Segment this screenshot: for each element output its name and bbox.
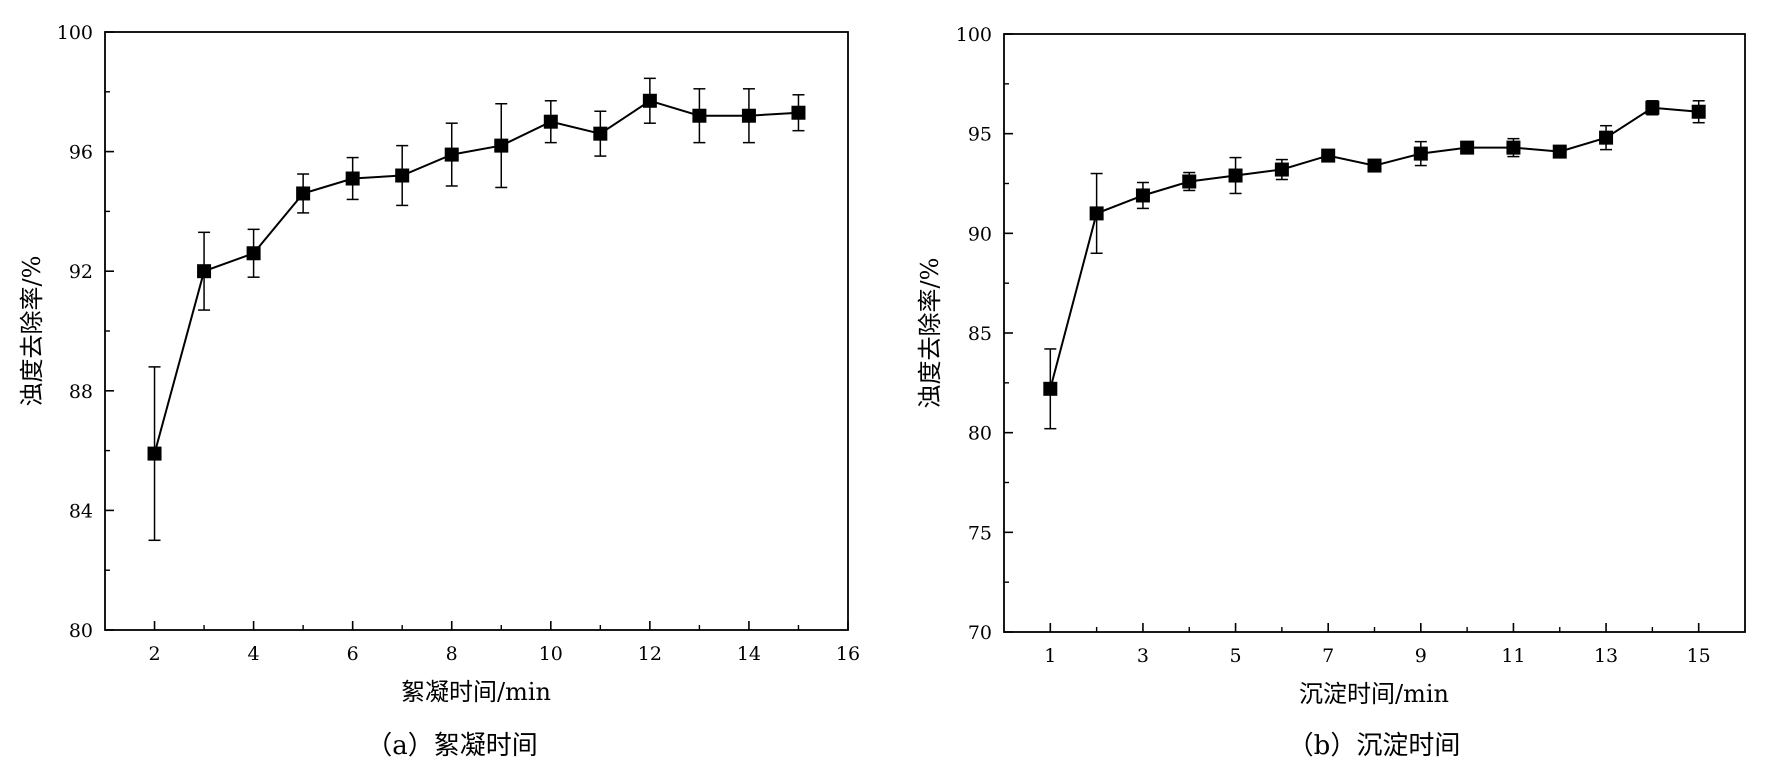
data-point: [1043, 381, 1058, 396]
y-tick-label: 85: [968, 323, 992, 345]
data-point: [197, 264, 212, 279]
y-tick-label: 100: [57, 22, 93, 44]
y-tick-label: 88: [69, 381, 93, 403]
x-tick-label: 7: [1322, 645, 1334, 667]
data-point: [345, 171, 360, 186]
x-tick-label: 4: [248, 643, 260, 665]
x-tick-label: 5: [1230, 645, 1242, 667]
error-bars: [148, 77, 805, 542]
data-point: [246, 246, 261, 261]
x-tick-label: 8: [446, 643, 458, 665]
x-tick-label: 11: [1501, 645, 1525, 667]
y-tick-label: 84: [69, 500, 93, 522]
x-tick-label: 16: [836, 643, 860, 665]
data-point: [791, 105, 806, 120]
y-tick-label: 100: [956, 24, 992, 46]
data-point: [444, 147, 459, 162]
y-tick-label: 92: [69, 261, 93, 283]
y-tick-label: 70: [968, 622, 992, 644]
series-line: [153, 99, 799, 454]
data-point: [1228, 168, 1243, 183]
data-point: [593, 126, 608, 141]
x-tick-label: 15: [1687, 645, 1711, 667]
y-tick-label: 95: [968, 124, 992, 146]
chart-a: 2 4 6 8 10 12 14 16 80 84 88 92 96 100 絮凝时间/min 浊度去除率…: [18, 22, 860, 761]
y-axis-label: 浊度去除率/%: [916, 258, 944, 409]
x-tick-label: 12: [638, 643, 662, 665]
data-point: [1367, 158, 1382, 173]
data-point: [1135, 188, 1150, 203]
data-point: [1274, 162, 1289, 177]
plot-frame: [1003, 33, 1746, 633]
y-tick-label: 90: [968, 223, 992, 245]
chart-caption: （a）絮凝时间: [366, 731, 538, 761]
data-point: [1691, 104, 1706, 119]
data-markers: [1043, 100, 1706, 396]
data-point: [1460, 140, 1475, 155]
data-point: [1599, 130, 1614, 145]
y-tick-label: 96: [69, 142, 93, 164]
x-axis-label: 沉淀时间/min: [1299, 680, 1449, 708]
x-tick-label: 6: [347, 643, 359, 665]
plot-frame: [104, 31, 849, 631]
data-point: [741, 108, 756, 123]
error-bars: [1044, 100, 1705, 430]
x-tick-label: 3: [1137, 645, 1149, 667]
axis-ticks: 2 4 6 8 10 12 14 16 80 84 88 92 96 100: [57, 22, 860, 665]
y-axis-label: 浊度去除率/%: [18, 256, 46, 407]
data-point: [1413, 146, 1428, 161]
x-tick-label: 9: [1415, 645, 1427, 667]
data-point: [1645, 100, 1660, 115]
y-tick-label: 80: [69, 620, 93, 642]
data-point: [147, 446, 162, 461]
data-point: [1182, 174, 1197, 189]
x-tick-label: 10: [539, 643, 563, 665]
data-point: [494, 138, 509, 153]
x-tick-label: 2: [148, 643, 160, 665]
chart-caption: （b）沉淀时间: [1288, 731, 1461, 761]
data-point: [642, 93, 657, 108]
data-point: [395, 168, 410, 183]
x-tick-label: 14: [737, 643, 761, 665]
y-tick-label: 75: [968, 522, 992, 544]
x-tick-label: 13: [1594, 645, 1618, 667]
data-point: [1089, 206, 1104, 221]
data-point: [296, 186, 311, 201]
x-tick-label: 1: [1044, 645, 1056, 667]
data-point: [1506, 140, 1521, 155]
data-markers: [147, 93, 806, 461]
data-point: [1552, 144, 1567, 159]
data-point: [692, 108, 707, 123]
x-axis-label: 絮凝时间/min: [401, 678, 551, 706]
data-point: [543, 114, 558, 129]
data-point: [1321, 148, 1336, 163]
y-tick-label: 80: [968, 423, 992, 445]
